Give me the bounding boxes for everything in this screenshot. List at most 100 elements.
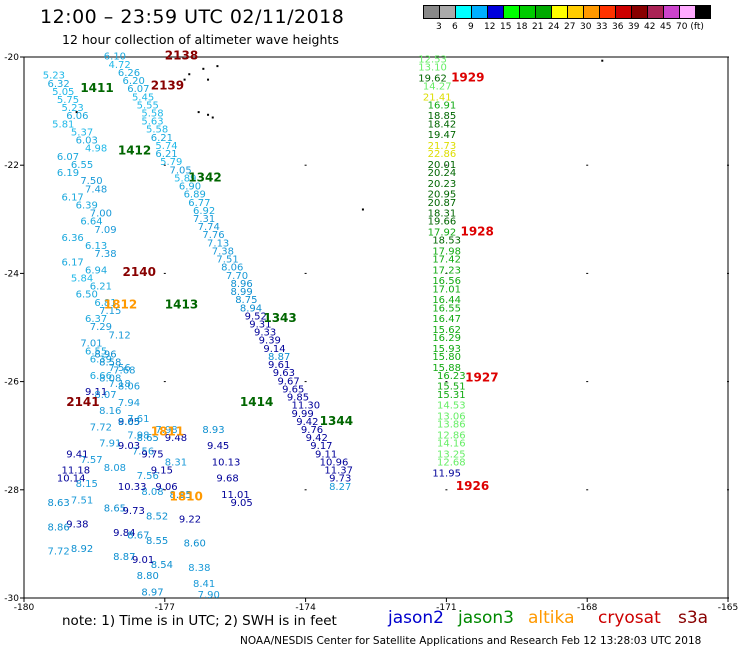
swh-value: 6.64 <box>80 217 102 228</box>
page-subtitle: 12 hour collection of altimeter wave hei… <box>62 32 339 47</box>
swh-value: 7.00 <box>90 209 112 220</box>
swh-value: 6.81 <box>94 298 116 309</box>
scale-swatch <box>439 5 455 19</box>
pass-time-label: 1344 <box>320 414 353 428</box>
swh-value: 10.13 <box>212 457 241 468</box>
swh-value: 8.85 <box>169 490 191 501</box>
swh-value: 9.41 <box>66 449 88 460</box>
swh-value: 8.96 <box>231 279 253 290</box>
swh-value: 7.91 <box>99 439 121 450</box>
swh-value: 6.50 <box>76 290 98 301</box>
pass-time-label: 2139 <box>151 78 184 92</box>
swh-value: 6.13 <box>85 241 107 252</box>
swh-value: 8.55 <box>146 536 168 547</box>
swh-value: 11.95 <box>432 468 461 479</box>
swh-value: 5.45 <box>132 92 154 103</box>
x-tick-label: -165 <box>718 603 738 613</box>
swh-value: 8.54 <box>151 560 173 571</box>
swh-value: 7.50 <box>80 176 102 187</box>
swh-value: 6.66 <box>90 371 112 382</box>
swh-value: 7.18 <box>108 379 130 390</box>
swh-value: 8.08 <box>104 463 126 474</box>
y-tick-label: -26 <box>4 378 19 388</box>
swh-value: 17.23 <box>432 265 461 276</box>
swh-value: 20.95 <box>428 190 457 201</box>
scale-label: 27 <box>564 22 576 32</box>
scale-swatch <box>503 5 519 19</box>
swh-value: 20.87 <box>428 198 457 209</box>
legend-jason2: jason2 <box>388 608 444 628</box>
swh-value: 8.67 <box>127 530 149 541</box>
swh-value: 17.98 <box>432 246 461 257</box>
swh-value: 7.13 <box>207 238 229 249</box>
swh-value: 9.03 <box>118 441 140 452</box>
swh-value: 9.48 <box>165 433 187 444</box>
scale-label: 9 <box>468 22 474 32</box>
pass-time-label: 1411 <box>80 81 113 95</box>
pass-time-label: 2141 <box>66 395 99 409</box>
swh-value: 16.47 <box>432 314 461 325</box>
swh-value: 9.42 <box>296 417 318 428</box>
swh-value: 9.17 <box>310 441 332 452</box>
swh-value: 9.05 <box>231 498 253 509</box>
swh-value: 7.76 <box>202 230 224 241</box>
swh-value: 8.06 <box>221 263 243 274</box>
swh-value: 9.75 <box>141 449 163 460</box>
swh-value: 6.07 <box>57 152 79 163</box>
swh-value: 8.99 <box>231 287 253 298</box>
swh-value: 8.27 <box>329 482 351 493</box>
scale-label: 33 <box>596 22 608 32</box>
pass-time-label: 1811 <box>151 425 184 439</box>
pass-time-label: 2138 <box>165 49 198 63</box>
swh-value: 17.42 <box>432 255 461 266</box>
scale-label: 30 <box>580 22 592 32</box>
scale-label: 39 <box>628 22 640 32</box>
y-tick-label: -20 <box>4 53 19 63</box>
swh-value: 7.90 <box>198 590 220 601</box>
swh-value: 15.51 <box>437 382 466 393</box>
swh-value: 9.73 <box>329 474 351 485</box>
scale-label: 3 <box>436 22 442 32</box>
swh-value: 7.74 <box>198 222 220 233</box>
swh-value: 15.31 <box>437 390 466 401</box>
swh-value: 9.31 <box>249 320 271 331</box>
swh-value: 13.86 <box>437 420 466 431</box>
swh-value: 6.92 <box>193 206 215 217</box>
swh-value: 14.16 <box>437 439 466 450</box>
island-mark <box>601 59 604 62</box>
swh-value: 6.21 <box>90 282 112 293</box>
scale-swatch <box>423 5 439 19</box>
swh-value: 13.10 <box>418 63 447 74</box>
swh-value: 7.98 <box>127 430 149 441</box>
swh-value: 19.47 <box>428 130 457 141</box>
swh-value: 6.39 <box>90 355 112 366</box>
swh-value: 15.88 <box>432 363 461 374</box>
swh-value: 6.07 <box>127 84 149 95</box>
swh-value: 11.37 <box>324 466 353 477</box>
scale-label: 36 <box>612 22 624 32</box>
swh-value: 15.80 <box>432 352 461 363</box>
swh-value: 8.65 <box>137 433 159 444</box>
pass-time-label: 1926 <box>456 479 489 493</box>
swh-value: 12.68 <box>437 457 466 468</box>
swh-value: 8.15 <box>76 479 98 490</box>
swh-value: 9.84 <box>113 528 135 539</box>
swh-value: 20.24 <box>428 168 457 179</box>
pass-time-label: 1412 <box>118 143 151 157</box>
swh-value: 21.73 <box>428 141 457 152</box>
scale-swatch <box>519 5 535 19</box>
swh-value: 7.01 <box>80 338 102 349</box>
scale-swatch <box>567 5 583 19</box>
y-tick-label: -28 <box>4 486 19 496</box>
swh-value: 8.86 <box>47 522 69 533</box>
swh-value: 12.86 <box>437 430 466 441</box>
swh-value: 7.72 <box>47 547 69 558</box>
swh-value: 8.93 <box>202 425 224 436</box>
swh-value: 6.19 <box>57 168 79 179</box>
swh-value: 9.85 <box>287 393 309 404</box>
pass-time-label: 1927 <box>465 371 498 385</box>
island-mark <box>207 78 210 81</box>
pass-time-label: 1810 <box>169 490 202 504</box>
pass-time-label: 1413 <box>165 298 198 312</box>
